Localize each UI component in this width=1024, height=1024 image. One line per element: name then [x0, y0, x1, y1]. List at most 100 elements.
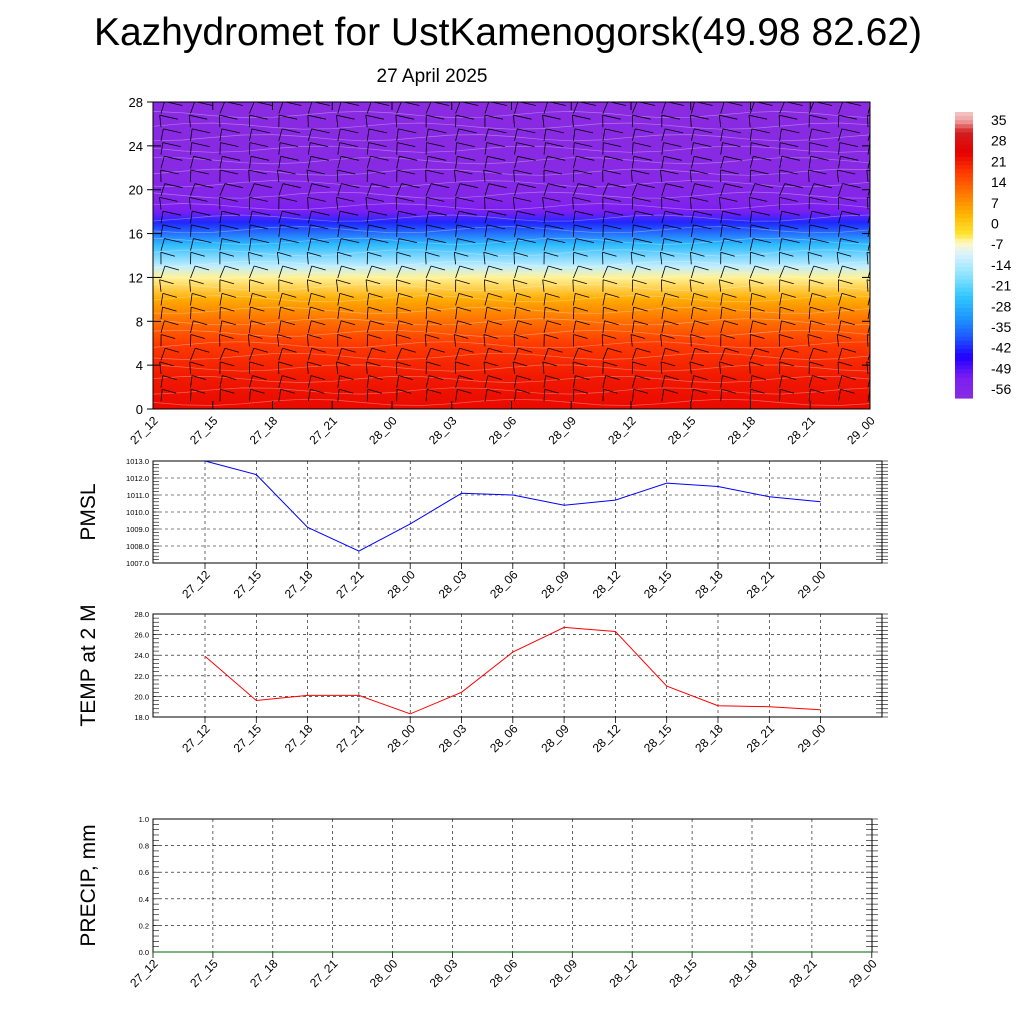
wind-barb-flag	[459, 265, 474, 271]
y-tick-label: 16	[129, 227, 143, 242]
wind-barb-flag	[517, 128, 536, 134]
wind-barb-staff	[307, 142, 311, 155]
wind-barb-flag	[573, 388, 588, 394]
wind-barb-flag	[636, 347, 651, 353]
wind-barb-staff	[543, 224, 546, 237]
wind-barb-staff	[543, 293, 546, 306]
wind-barb-staff	[160, 211, 164, 224]
wind-barb-flag	[190, 251, 205, 257]
y-tick-label: 24	[129, 139, 143, 154]
wind-barb-flag	[602, 251, 617, 257]
wind-barb-flag	[426, 197, 445, 202]
x-tick-label: 29_00	[795, 721, 829, 755]
wind-barb-staff	[512, 197, 515, 210]
wind-barb-flag	[341, 183, 360, 189]
wind-barb-flag	[546, 320, 562, 326]
wind-barb-flag	[221, 320, 236, 326]
wind-barb-flag	[841, 375, 856, 380]
wind-barb-staff	[838, 224, 841, 237]
wind-barb-flag	[310, 375, 326, 380]
wind-barb-staff	[425, 224, 427, 237]
wind-barb-flag	[336, 197, 355, 202]
pmsl-panel: 1007.0 1008.0 1009.0 1010.0 1011.0 1012.0 1013…	[77, 457, 888, 601]
wind-barb-staff	[249, 389, 251, 402]
colorbar-swatch	[955, 340, 973, 346]
colorbar-swatch	[955, 381, 973, 387]
wind-barb-staff	[631, 348, 637, 361]
wind-barb-flag	[311, 293, 326, 298]
wind-barb-flag	[871, 348, 885, 352]
wind-barb-staff	[306, 169, 309, 183]
x-tick-label: 28_21	[785, 413, 819, 447]
y-tick-label: 1.0	[139, 815, 149, 824]
wind-barb-flag	[307, 334, 322, 339]
wind-barb-staff	[219, 293, 223, 306]
wind-barb-staff	[278, 375, 283, 388]
colorbar-swatch	[955, 312, 973, 317]
y-tick-label: 1011.0	[127, 491, 149, 500]
colorbar-label: 35	[991, 112, 1007, 128]
wind-barb-flag	[396, 361, 411, 367]
wind-barb-staff	[749, 211, 753, 224]
wind-barb-flag	[690, 114, 709, 120]
wind-barb-flag	[690, 197, 709, 202]
wind-barb-staff	[513, 169, 515, 183]
wind-barb-staff	[661, 224, 664, 237]
colorbar-swatch	[955, 112, 973, 117]
wind-barb-flag	[193, 320, 208, 326]
wind-barb-flag	[193, 238, 212, 243]
wind-barb-staff	[455, 183, 461, 196]
wind-barb-flag	[162, 306, 177, 312]
wind-barb-flag	[396, 334, 411, 339]
wind-barb-flag	[573, 169, 592, 175]
wind-barb-flag	[838, 279, 853, 285]
wind-barb-staff	[836, 169, 839, 183]
wind-barb-staff	[160, 102, 165, 114]
wind-barb-staff	[278, 142, 281, 155]
wind-barb-staff	[249, 293, 253, 306]
wind-barb-flag	[371, 265, 386, 271]
wind-barb-staff	[425, 238, 429, 251]
wind-barb-staff	[660, 334, 663, 347]
wind-barb-staff	[572, 115, 574, 128]
contour-line	[153, 122, 870, 130]
wind-barb-flag	[307, 361, 322, 367]
wind-barb-staff	[249, 224, 251, 237]
colorbar-swatch	[955, 275, 973, 281]
wind-barb-flag	[401, 183, 420, 189]
contour-line	[153, 329, 870, 337]
wind-barb-flag	[839, 142, 858, 147]
wind-barb-flag	[220, 306, 235, 312]
wind-barb-staff	[573, 307, 575, 320]
wind-barb-staff	[484, 279, 486, 292]
wind-barb-staff	[720, 238, 725, 251]
wind-barb-flag	[779, 251, 794, 257]
wind-barb-flag	[754, 183, 773, 189]
wind-barb-flag	[719, 361, 734, 367]
wind-barb-flag	[428, 375, 444, 380]
wind-barb-flag	[809, 114, 828, 120]
wind-barb-flag	[517, 238, 536, 243]
wind-barb-flag	[307, 251, 322, 257]
wind-barb-staff	[513, 115, 515, 128]
wind-barb-flag	[665, 265, 680, 271]
wind-barb-staff	[455, 156, 458, 169]
wind-barb-flag	[665, 183, 684, 189]
wind-barb-flag	[784, 347, 799, 353]
wind-barb-staff	[337, 224, 340, 237]
wind-barb-staff	[160, 156, 165, 169]
wind-barb-staff	[631, 320, 635, 333]
wind-barb-flag	[779, 114, 798, 120]
wind-barb-staff	[779, 375, 783, 388]
wind-barb-staff	[690, 348, 696, 361]
x-tick-label: 28_03	[426, 413, 460, 447]
wind-barb-staff	[838, 102, 844, 114]
wind-barb-staff	[807, 252, 810, 265]
wind-barb-flag	[720, 169, 739, 175]
wind-barb-staff	[425, 307, 428, 320]
wind-barb-flag	[368, 375, 383, 380]
wind-barb-flag	[341, 238, 360, 243]
wind-barb-staff	[690, 102, 695, 114]
wind-barb-staff	[396, 348, 403, 361]
wind-barb-flag	[425, 169, 444, 175]
